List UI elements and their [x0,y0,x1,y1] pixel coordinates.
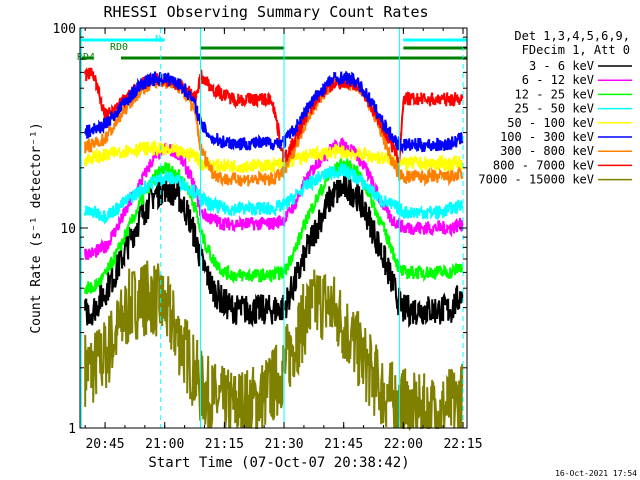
legend-header-line: FDecim 1, Att 0 [522,43,630,57]
timestamp: 16-Oct-2021 17:54 [555,469,637,478]
x-axis: 20:45 21:00 21:15 21:30 21:45 22:00 22:15 [84,28,483,452]
x-tick-label: 22:00 [384,437,423,452]
legend-label: 800 - 7000 keV [493,158,594,172]
legend-label: 50 - 100 keV [507,116,594,130]
flag-bars: N RD0 RD4 [77,34,467,63]
legend-label: 3 - 6 keV [529,59,594,73]
legend-header-line: Det 1,3,4,5,6,9, [514,29,630,43]
legend-label: 100 - 300 keV [500,130,594,144]
legend-label: 12 - 25 keV [515,87,594,101]
flag-bar-label-rd0: RD0 [110,42,128,53]
x-tick-label: 20:45 [85,437,124,452]
x-tick-label: 21:30 [264,437,303,452]
y-tick-label: 10 [60,222,76,237]
legend-label: 6 - 12 keV [522,73,594,87]
flag-bar-label-n: N [155,34,161,45]
series-line-3-6-kev [84,172,464,329]
chart-title: RHESSI Observing Summary Count Rates [103,3,428,21]
x-tick-label: 21:45 [324,437,363,452]
series-line-100-300-kev [84,71,464,154]
series-line-6-12-kev [84,136,464,260]
x-tick-label: 21:00 [145,437,184,452]
y-tick-label: 100 [53,22,76,37]
legend: Det 1,3,4,5,6,9,FDecim 1, Att 0 3 - 6 keV… [478,29,632,187]
legend-label: 25 - 50 keV [515,102,594,116]
x-tick-label: 21:15 [205,437,244,452]
legend-label: 7000 - 15000 keV [478,173,594,187]
flag-bar-label-rd4: RD4 [77,52,95,63]
y-axis: 1 10 100 [53,22,467,437]
y-tick-label: 1 [68,422,76,437]
y-axis-label: Count Rate (s⁻¹ detector⁻¹) [29,122,44,333]
series-line-7000-15000-kev [84,260,464,432]
x-axis-label: Start Time (07-Oct-07 20:38:42) [148,455,409,471]
x-tick-label: 22:15 [443,437,482,452]
legend-label: 300 - 800 keV [500,144,594,158]
